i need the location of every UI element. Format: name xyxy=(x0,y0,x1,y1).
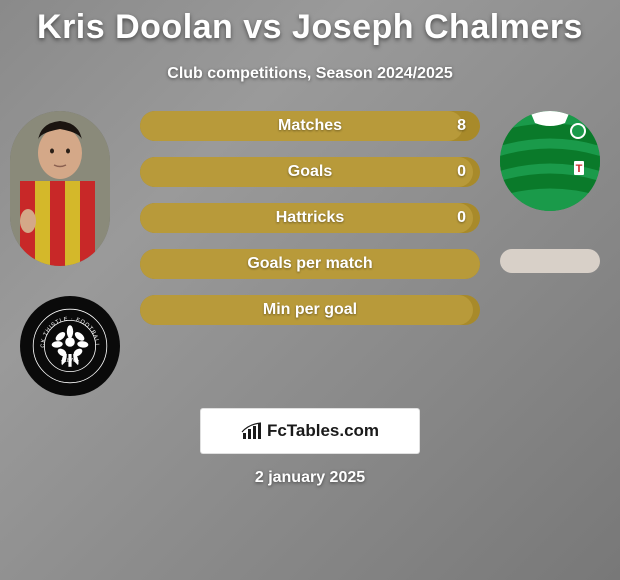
date-label: 2 january 2025 xyxy=(0,469,620,487)
player1-avatar xyxy=(10,111,110,266)
stat-bar: Hattricks0 xyxy=(140,203,480,233)
stat-label: Min per goal xyxy=(140,295,480,325)
stat-bar: Matches8 xyxy=(140,111,480,141)
chart-icon xyxy=(241,422,263,440)
subtitle: Club competitions, Season 2024/2025 xyxy=(0,65,620,83)
svg-text:T: T xyxy=(576,163,583,175)
stat-bar: Goals per match xyxy=(140,249,480,279)
stat-bar: Goals0 xyxy=(140,157,480,187)
stat-label: Goals per match xyxy=(140,249,480,279)
stat-value: 0 xyxy=(457,203,466,233)
club1-badge: PARTICK THISTLE · FOOTBALL CLUB · 1876 · xyxy=(20,296,120,396)
logo-text: FcTables.com xyxy=(267,421,379,441)
stat-value: 0 xyxy=(457,157,466,187)
fctables-logo[interactable]: FcTables.com xyxy=(201,409,419,453)
player2-avatar: T xyxy=(500,111,600,211)
club-year: · 1876 · xyxy=(60,358,79,364)
comparison-area: T PARTICK THISTLE · FOOTBALL CLU xyxy=(0,111,620,351)
stat-label: Hattricks xyxy=(140,203,480,233)
stat-label: Matches xyxy=(140,111,480,141)
player2-pill xyxy=(500,249,600,273)
stat-bar: Min per goal xyxy=(140,295,480,325)
page-title: Kris Doolan vs Joseph Chalmers xyxy=(0,0,620,47)
stat-value: 8 xyxy=(457,111,466,141)
stat-bars: Matches8Goals0Hattricks0Goals per matchM… xyxy=(140,111,480,341)
stat-label: Goals xyxy=(140,157,480,187)
